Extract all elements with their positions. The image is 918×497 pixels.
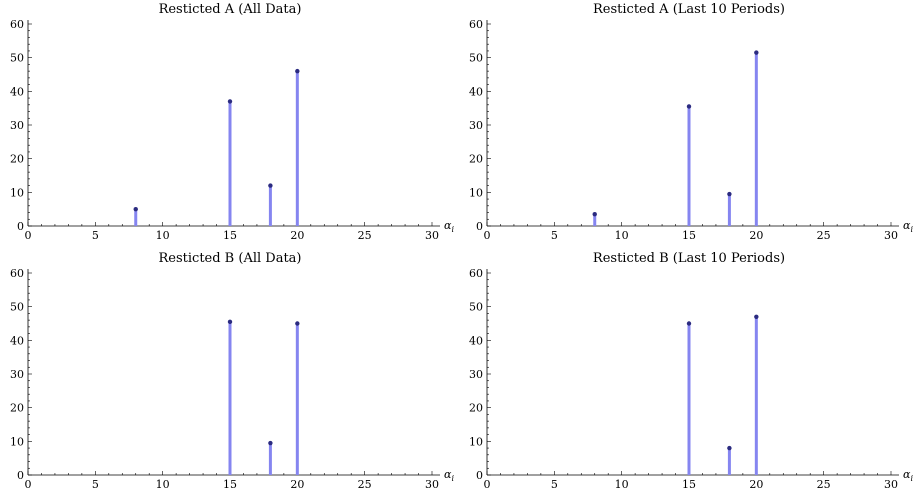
x-axis-label: αi bbox=[903, 468, 913, 483]
chart-restricted-a-all: Resticted A (All Data) 0 5 10 15 20 25 30 0 10 20 3… bbox=[0, 0, 459, 248]
x-tick-label: 10 bbox=[615, 478, 629, 491]
y-tick-label: 60 bbox=[10, 18, 24, 31]
x-tick-label: 25 bbox=[817, 478, 831, 491]
x-tick-label: 5 bbox=[551, 229, 558, 242]
y-tick-label: 0 bbox=[476, 220, 483, 233]
x-tick-label: 10 bbox=[156, 478, 170, 491]
chart-title: Resticted A (All Data) bbox=[159, 2, 302, 17]
stem-point bbox=[268, 183, 273, 188]
stem-point bbox=[686, 321, 692, 326]
chart-svg: Resticted A (Last 10 Periods) 0 5 10 15 20 25 3… bbox=[469, 2, 913, 242]
x-axis-label: αi bbox=[903, 219, 913, 234]
x-tick-label: 10 bbox=[615, 229, 629, 242]
y-tick-label: 20 bbox=[10, 402, 24, 415]
y-tick-label: 30 bbox=[10, 119, 24, 132]
y-tick-label: 50 bbox=[469, 52, 483, 65]
x-tick-label: 0 bbox=[25, 229, 32, 242]
y-tick-label: 40 bbox=[469, 85, 483, 98]
x-tick-label: 20 bbox=[290, 229, 304, 242]
y-tick-label: 0 bbox=[17, 220, 24, 233]
x-tick-label: 25 bbox=[358, 229, 372, 242]
y-tick-label: 10 bbox=[469, 186, 483, 199]
x-tick-label: 15 bbox=[682, 229, 696, 242]
stem-point bbox=[227, 99, 233, 104]
y-tick-label: 0 bbox=[17, 469, 24, 482]
y-tick-label: 0 bbox=[476, 469, 483, 482]
y-tick-label: 60 bbox=[10, 267, 24, 280]
x-tick-label: 20 bbox=[290, 478, 304, 491]
x-tick-label: 0 bbox=[484, 478, 491, 491]
chart-restricted-b-all: Resticted B (All Data) 0 5 10 15 20 25 30 0 10 20 3… bbox=[0, 249, 459, 497]
x-axis-label: αi bbox=[444, 219, 454, 234]
x-tick-label: 15 bbox=[223, 478, 237, 491]
x-tick-label: 30 bbox=[425, 478, 439, 491]
stem-point bbox=[227, 319, 233, 325]
y-tick-label: 20 bbox=[469, 153, 483, 166]
x-tick-label: 5 bbox=[92, 478, 99, 491]
x-tick-label: 15 bbox=[223, 229, 237, 242]
chart-title: Resticted A (Last 10 Periods) bbox=[593, 2, 785, 17]
x-tick-label: 10 bbox=[156, 229, 170, 242]
x-tick-label: 20 bbox=[749, 229, 763, 242]
stem-point bbox=[295, 68, 300, 74]
x-tick-label: 5 bbox=[92, 229, 99, 242]
stem-point bbox=[754, 50, 759, 55]
y-tick-label: 40 bbox=[10, 85, 24, 98]
stem-point bbox=[754, 314, 759, 319]
y-tick-label: 20 bbox=[469, 402, 483, 415]
y-tick-label: 60 bbox=[469, 18, 483, 31]
y-tick-label: 30 bbox=[469, 368, 483, 381]
y-tick-label: 10 bbox=[10, 186, 24, 199]
x-tick-label: 20 bbox=[749, 478, 763, 491]
x-tick-label: 0 bbox=[25, 478, 32, 491]
x-tick-label: 25 bbox=[817, 229, 831, 242]
stem-point bbox=[727, 445, 732, 451]
y-tick-label: 10 bbox=[469, 435, 483, 448]
y-tick-label: 10 bbox=[10, 435, 24, 448]
stem-point bbox=[295, 321, 300, 326]
y-tick-label: 60 bbox=[469, 267, 483, 280]
chart-restricted-a-last10: Resticted A (Last 10 Periods) 0 5 10 15 20 25 3… bbox=[459, 0, 918, 248]
x-tick-label: 30 bbox=[884, 229, 898, 242]
stem-point bbox=[686, 104, 692, 109]
y-tick-label: 30 bbox=[469, 119, 483, 132]
stem-point bbox=[133, 206, 138, 212]
x-tick-label: 15 bbox=[682, 478, 696, 491]
y-tick-label: 40 bbox=[10, 334, 24, 347]
x-tick-label: 0 bbox=[484, 229, 491, 242]
stem-point bbox=[727, 191, 732, 197]
y-tick-label: 30 bbox=[10, 368, 24, 381]
stem-point bbox=[268, 440, 273, 446]
y-tick-label: 40 bbox=[469, 334, 483, 347]
x-axis-label: αi bbox=[444, 468, 454, 483]
x-tick-label: 5 bbox=[551, 478, 558, 491]
x-tick-label: 30 bbox=[884, 478, 898, 491]
x-tick-label: 25 bbox=[358, 478, 372, 491]
chart-svg: Resticted B (Last 10 Periods) 0 5 10 15 20 25 3… bbox=[469, 251, 913, 491]
chart-title: Resticted B (All Data) bbox=[159, 251, 302, 266]
y-tick-label: 50 bbox=[10, 301, 24, 314]
chart-svg: Resticted B (All Data) 0 5 10 15 20 25 30 0 10 20 3… bbox=[10, 251, 454, 491]
stem-point bbox=[592, 212, 597, 217]
y-tick-label: 50 bbox=[10, 52, 24, 65]
chart-title: Resticted B (Last 10 Periods) bbox=[593, 251, 785, 266]
y-tick-label: 50 bbox=[469, 301, 483, 314]
chart-svg: Resticted A (All Data) 0 5 10 15 20 25 30 0 10 20 3… bbox=[10, 2, 454, 242]
x-tick-label: 30 bbox=[425, 229, 439, 242]
chart-restricted-b-last10: Resticted B (Last 10 Periods) 0 5 10 15 20 25 3… bbox=[459, 249, 918, 497]
y-tick-label: 20 bbox=[10, 153, 24, 166]
